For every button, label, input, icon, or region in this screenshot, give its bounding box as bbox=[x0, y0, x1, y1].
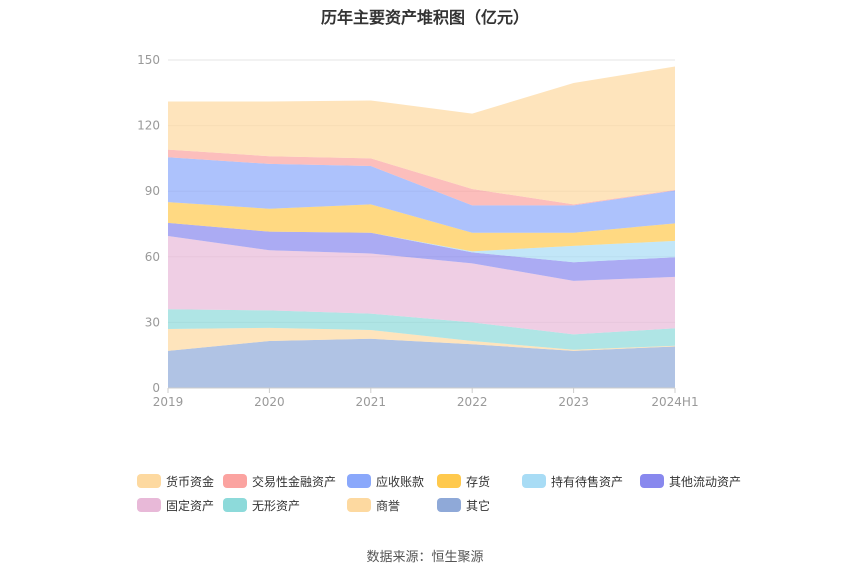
x-tick-label: 2021 bbox=[356, 395, 387, 409]
legend-label: 无形资产 bbox=[252, 498, 301, 513]
x-tick-label: 2019 bbox=[153, 395, 184, 409]
legend-swatch bbox=[347, 498, 371, 512]
legend-label: 固定资产 bbox=[166, 498, 215, 513]
legend-label: 应收账款 bbox=[376, 474, 425, 489]
chart-title: 历年主要资产堆积图（亿元） bbox=[320, 8, 529, 27]
legend-item[interactable]: 货币资金 bbox=[137, 474, 215, 489]
axis-layer: 0 30 60 90 120 150 2019 2020 2021 2022 2023 2024H1 bbox=[137, 53, 699, 409]
area-商誉 bbox=[168, 327, 675, 351]
area-货币资金 bbox=[168, 66, 675, 205]
legend-swatch bbox=[437, 498, 461, 512]
area-交易性金融资产 bbox=[168, 149, 675, 206]
legend-swatch bbox=[223, 498, 247, 512]
legend-item[interactable]: 无形资产 bbox=[223, 498, 301, 513]
legend-label: 存货 bbox=[466, 474, 491, 489]
legend-swatch bbox=[640, 474, 664, 488]
y-tick-label: 60 bbox=[145, 250, 160, 264]
y-tick-label: 90 bbox=[145, 184, 160, 198]
legend-swatch bbox=[137, 498, 161, 512]
area-存货 bbox=[168, 202, 675, 252]
legend-swatch bbox=[137, 474, 161, 488]
legend-label: 商誉 bbox=[376, 498, 401, 513]
legend-item[interactable]: 应收账款 bbox=[347, 474, 425, 489]
y-tick-label: 120 bbox=[137, 119, 160, 133]
legend-label: 其它 bbox=[466, 498, 491, 513]
legend-item[interactable]: 存货 bbox=[437, 474, 491, 489]
area-固定资产 bbox=[168, 236, 675, 335]
area-无形资产 bbox=[168, 309, 675, 350]
legend-item[interactable]: 固定资产 bbox=[137, 498, 215, 513]
stacked-area-chart: 0 30 60 90 120 150 2019 2020 2021 2022 2023 2024H1 bbox=[137, 53, 699, 409]
legend-swatch bbox=[223, 474, 247, 488]
legend-item[interactable]: 持有待售资产 bbox=[522, 474, 624, 489]
area-layer bbox=[168, 66, 675, 388]
legend-item[interactable]: 商誉 bbox=[347, 498, 401, 513]
y-tick-label: 0 bbox=[152, 381, 160, 395]
legend-swatch bbox=[522, 474, 546, 488]
legend-label: 交易性金融资产 bbox=[252, 474, 337, 489]
legend-label: 其他流动资产 bbox=[669, 474, 742, 489]
legend-swatch bbox=[347, 474, 371, 488]
x-tick-label: 2024H1 bbox=[651, 395, 698, 409]
legend-item[interactable]: 其他流动资产 bbox=[640, 474, 742, 489]
y-tick-label: 30 bbox=[145, 315, 160, 329]
legend-label: 货币资金 bbox=[166, 474, 215, 489]
x-tick-label: 2022 bbox=[457, 395, 488, 409]
legend-swatch bbox=[437, 474, 461, 488]
source-note: 数据来源：恒生聚源 bbox=[366, 550, 484, 565]
x-tick-label: 2020 bbox=[254, 395, 285, 409]
legend-item[interactable]: 交易性金融资产 bbox=[223, 474, 337, 489]
area-应收账款 bbox=[168, 157, 675, 233]
area-其他流动资产 bbox=[168, 222, 675, 281]
x-tick-label: 2023 bbox=[558, 395, 589, 409]
legend-item[interactable]: 其它 bbox=[437, 498, 491, 513]
y-tick-label: 150 bbox=[137, 53, 160, 67]
area-持有待售资产 bbox=[168, 222, 675, 263]
area-其它 bbox=[168, 338, 675, 388]
legend-label: 持有待售资产 bbox=[551, 474, 624, 489]
